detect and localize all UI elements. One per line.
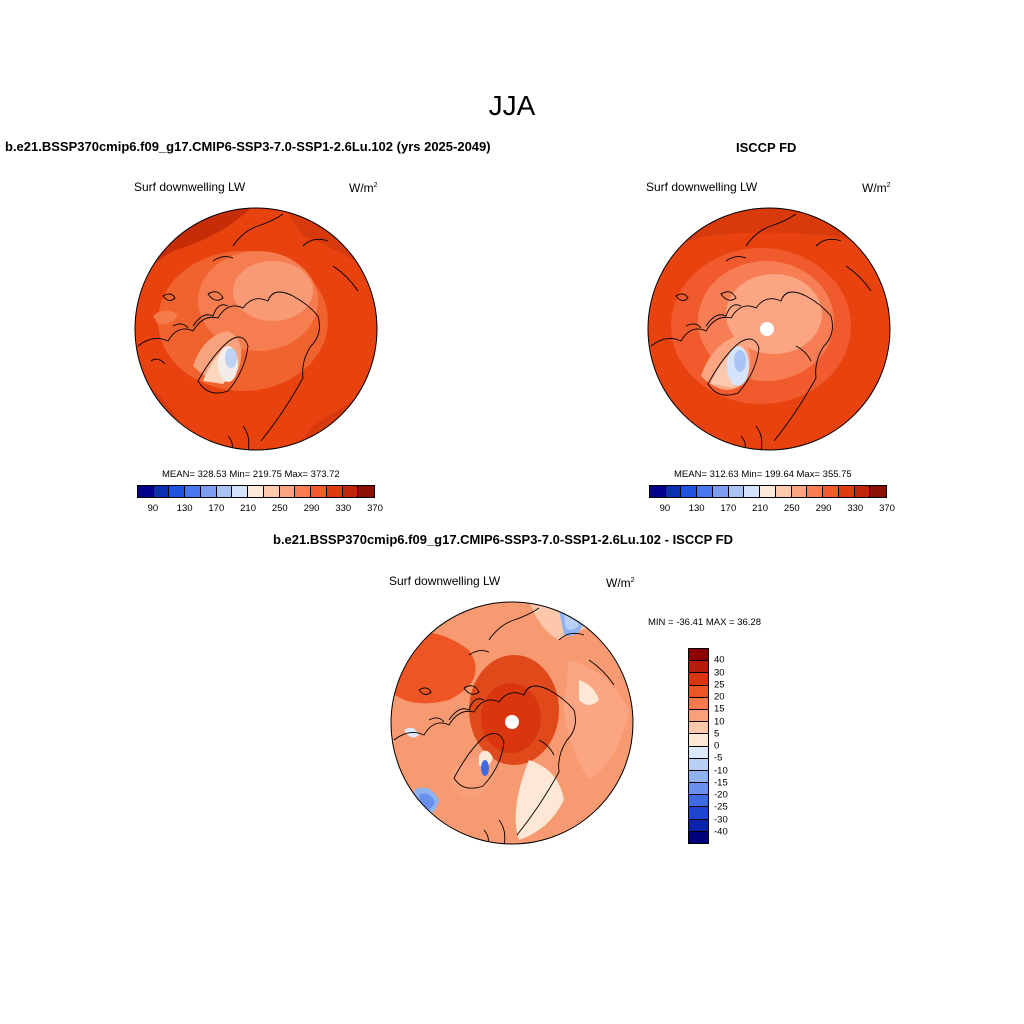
panel3-stats: MIN = -36.41 MAX = 36.28 — [648, 617, 762, 628]
colorbar-tick-label: 130 — [176, 503, 193, 514]
colorbar-swatch — [216, 486, 233, 497]
colorbar-swatch — [689, 673, 708, 686]
panel1-polar-map — [134, 207, 378, 451]
colorbar-swatch — [728, 486, 745, 497]
colorbar-swatch — [854, 486, 871, 497]
panel2-colorbar — [649, 485, 887, 498]
colorbar-tick-label: -20 — [714, 789, 728, 801]
colorbar-tick-label: 5 — [714, 728, 720, 740]
colorbar-swatch — [689, 795, 708, 808]
colorbar-swatch — [689, 709, 708, 723]
colorbar-tick-label: 15 — [714, 703, 725, 715]
colorbar-swatch — [295, 486, 312, 497]
colorbar-swatch — [200, 486, 217, 497]
colorbar-swatch — [870, 486, 886, 497]
colorbar-tick-label: 40 — [714, 654, 725, 666]
panel1-stats: MEAN= 328.53 Min= 219.75 Max= 373.72 — [162, 469, 340, 480]
colorbar-swatch — [248, 486, 264, 497]
panel3-variable: Surf downwelling LW — [389, 574, 501, 588]
colorbar-tick-label: 20 — [714, 691, 725, 703]
colorbar-swatch — [689, 770, 708, 784]
colorbar-swatch — [185, 486, 201, 497]
colorbar-swatch — [263, 486, 280, 497]
colorbar-swatch — [775, 486, 792, 497]
colorbar-tick-label: 0 — [714, 740, 720, 752]
colorbar-tick-label: 170 — [720, 503, 737, 514]
colorbar-tick-label: 250 — [271, 503, 288, 514]
colorbar-swatch — [697, 486, 713, 497]
colorbar-swatch — [689, 722, 708, 735]
colorbar-swatch — [138, 486, 154, 497]
colorbar-swatch — [650, 486, 666, 497]
colorbar-tick-label: 30 — [714, 667, 725, 678]
colorbar-swatch — [169, 486, 186, 497]
colorbar-tick-label: 330 — [847, 503, 864, 514]
colorbar-swatch — [689, 758, 708, 771]
colorbar-swatch — [342, 486, 359, 497]
colorbar-swatch — [689, 831, 708, 843]
colorbar-swatch — [689, 661, 708, 674]
colorbar-swatch — [689, 697, 708, 710]
colorbar-tick-label: -25 — [714, 801, 728, 813]
panel2-polar-map — [647, 207, 891, 451]
colorbar-swatch — [665, 486, 682, 497]
colorbar-swatch — [689, 819, 708, 832]
colorbar-tick-label: 210 — [240, 503, 256, 514]
colorbar-swatch — [689, 685, 708, 698]
colorbar-swatch — [689, 746, 708, 759]
colorbar-swatch — [311, 486, 327, 497]
colorbar-tick-label: 130 — [688, 503, 705, 514]
colorbar-tick-label: 290 — [815, 503, 832, 514]
colorbar-tick-label: 370 — [879, 503, 895, 514]
colorbar-swatch — [689, 734, 708, 747]
colorbar-swatch — [823, 486, 839, 497]
colorbar-swatch — [681, 486, 698, 497]
colorbar-swatch — [712, 486, 729, 497]
panel2-units: W/m2 — [862, 181, 891, 195]
colorbar-tick-label: 25 — [714, 679, 725, 691]
colorbar-tick-label: 250 — [783, 503, 800, 514]
panel2-variable: Surf downwelling LW — [646, 180, 758, 194]
colorbar-tick-label: 210 — [752, 503, 768, 514]
panel1-colorbar — [137, 485, 375, 498]
colorbar-tick-label: -5 — [714, 752, 723, 764]
colorbar-tick-label: 90 — [659, 503, 671, 514]
panel3-colorbar — [688, 648, 709, 844]
colorbar-tick-label: -10 — [714, 765, 728, 776]
colorbar-swatch — [689, 807, 708, 820]
colorbar-tick-label: 370 — [367, 503, 383, 514]
colorbar-swatch — [744, 486, 761, 497]
colorbar-swatch — [153, 486, 170, 497]
colorbar-tick-label: -15 — [714, 777, 728, 789]
colorbar-swatch — [791, 486, 808, 497]
colorbar-tick-label: -30 — [714, 814, 728, 825]
colorbar-swatch — [326, 486, 343, 497]
main-title: JJA — [488, 90, 536, 121]
panel2-title: ISCCP FD — [736, 140, 797, 155]
colorbar-tick-label: 330 — [335, 503, 352, 514]
colorbar-swatch — [838, 486, 855, 497]
colorbar-tick-label: 10 — [714, 716, 725, 727]
panel3-title: b.e21.BSSP370cmip6.f09_g17.CMIP6-SSP3-7.… — [273, 532, 734, 547]
colorbar-swatch — [358, 486, 374, 497]
colorbar-swatch — [689, 649, 708, 662]
colorbar-tick-label: 90 — [147, 503, 159, 514]
panel3-units: W/m2 — [606, 576, 635, 590]
colorbar-tick-label: 290 — [303, 503, 320, 514]
colorbar-swatch — [807, 486, 824, 497]
panel1-variable: Surf downwelling LW — [134, 180, 246, 194]
colorbar-swatch — [232, 486, 249, 497]
panel1-title: b.e21.BSSP370cmip6.f09_g17.CMIP6-SSP3-7.… — [5, 139, 491, 154]
colorbar-tick-label: -40 — [714, 826, 728, 838]
colorbar-swatch — [279, 486, 296, 497]
panel1-units: W/m2 — [349, 181, 378, 195]
panel3-polar-map — [390, 601, 634, 845]
colorbar-tick-label: 170 — [208, 503, 225, 514]
panel2-stats: MEAN= 312.63 Min= 199.64 Max= 355.75 — [674, 469, 852, 480]
colorbar-swatch — [689, 783, 708, 796]
colorbar-swatch — [760, 486, 776, 497]
